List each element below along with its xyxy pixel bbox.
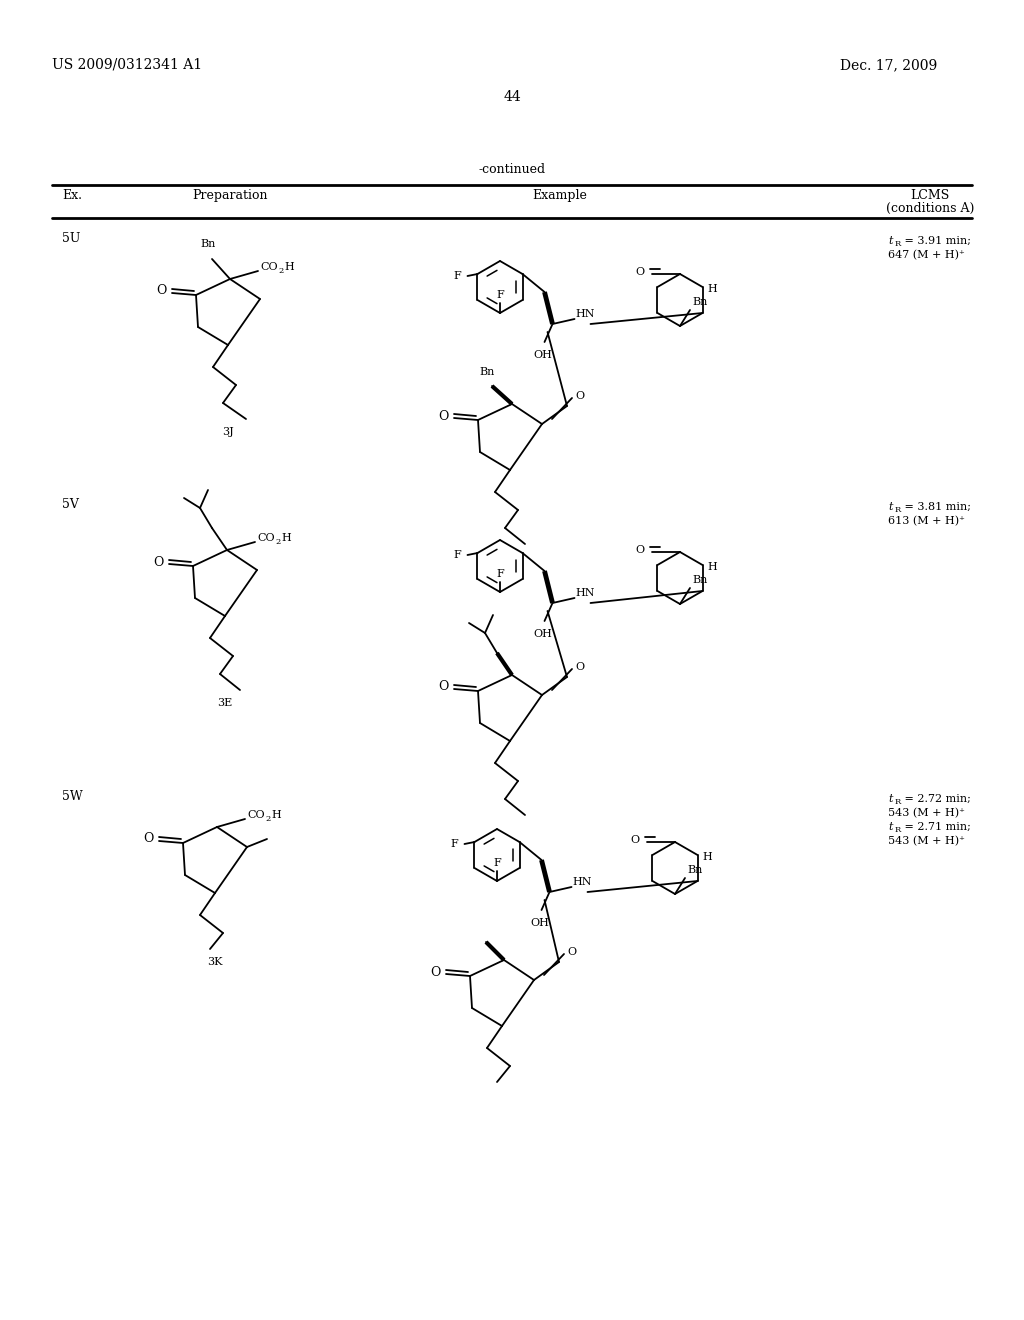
Text: CO: CO [260, 261, 278, 272]
Text: HN: HN [575, 309, 595, 319]
Text: Bn: Bn [687, 865, 702, 875]
Text: Example: Example [532, 189, 588, 202]
Text: R: R [895, 506, 901, 513]
Text: 5W: 5W [62, 789, 83, 803]
Text: O: O [438, 409, 449, 422]
Text: O: O [567, 946, 577, 957]
Text: 2: 2 [265, 814, 270, 822]
Text: Ex.: Ex. [62, 189, 82, 202]
Text: 647 (M + H)⁺: 647 (M + H)⁺ [888, 249, 965, 260]
Text: t: t [888, 502, 893, 512]
Text: O: O [142, 833, 154, 846]
Text: Bn: Bn [201, 239, 216, 249]
Text: O: O [631, 836, 640, 845]
Text: H: H [281, 533, 291, 543]
Text: = 2.72 min;: = 2.72 min; [901, 795, 971, 804]
Text: t: t [888, 795, 893, 804]
Text: 5V: 5V [62, 498, 79, 511]
Text: F: F [454, 550, 462, 560]
Text: 3K: 3K [207, 957, 223, 968]
Text: O: O [438, 681, 449, 693]
Text: 2: 2 [275, 539, 281, 546]
Text: LCMS: LCMS [910, 189, 949, 202]
Text: 3J: 3J [222, 426, 233, 437]
Text: F: F [451, 840, 459, 849]
Text: t: t [888, 236, 893, 246]
Text: 3E: 3E [217, 698, 232, 708]
Text: HN: HN [572, 876, 592, 887]
Text: CO: CO [247, 810, 264, 820]
Text: Bn: Bn [692, 297, 708, 308]
Text: F: F [494, 858, 501, 869]
Text: O: O [156, 285, 166, 297]
Text: CO: CO [257, 533, 274, 543]
Text: = 3.81 min;: = 3.81 min; [901, 502, 971, 512]
Text: (conditions A): (conditions A) [886, 202, 974, 215]
Text: F: F [496, 569, 504, 579]
Text: -continued: -continued [478, 162, 546, 176]
Text: Preparation: Preparation [193, 189, 267, 202]
Text: H: H [708, 562, 717, 572]
Text: O: O [153, 556, 163, 569]
Text: O: O [575, 663, 584, 672]
Text: F: F [496, 290, 504, 300]
Text: H: H [702, 851, 713, 862]
Text: R: R [895, 240, 901, 248]
Text: H: H [708, 284, 717, 294]
Text: OH: OH [530, 917, 549, 928]
Text: 44: 44 [503, 90, 521, 104]
Text: H: H [284, 261, 294, 272]
Text: Bn: Bn [479, 367, 495, 378]
Text: US 2009/0312341 A1: US 2009/0312341 A1 [52, 58, 202, 73]
Text: R: R [895, 799, 901, 807]
Text: Bn: Bn [692, 576, 708, 585]
Text: HN: HN [575, 587, 595, 598]
Text: O: O [636, 267, 644, 277]
Text: 543 (M + H)⁺: 543 (M + H)⁺ [888, 808, 965, 818]
Text: H: H [271, 810, 281, 820]
Text: Dec. 17, 2009: Dec. 17, 2009 [840, 58, 937, 73]
Text: 543 (M + H)⁺: 543 (M + H)⁺ [888, 836, 965, 846]
Text: t: t [888, 822, 893, 832]
Text: 2: 2 [278, 267, 284, 275]
Text: O: O [575, 391, 584, 401]
Text: O: O [636, 545, 644, 554]
Text: = 2.71 min;: = 2.71 min; [901, 822, 971, 832]
Text: F: F [454, 271, 462, 281]
Text: 613 (M + H)⁺: 613 (M + H)⁺ [888, 516, 965, 527]
Text: O: O [430, 965, 440, 978]
Text: = 3.91 min;: = 3.91 min; [901, 236, 971, 246]
Text: 5U: 5U [62, 232, 80, 246]
Text: R: R [895, 826, 901, 834]
Text: OH: OH [534, 630, 552, 639]
Text: OH: OH [534, 350, 552, 360]
